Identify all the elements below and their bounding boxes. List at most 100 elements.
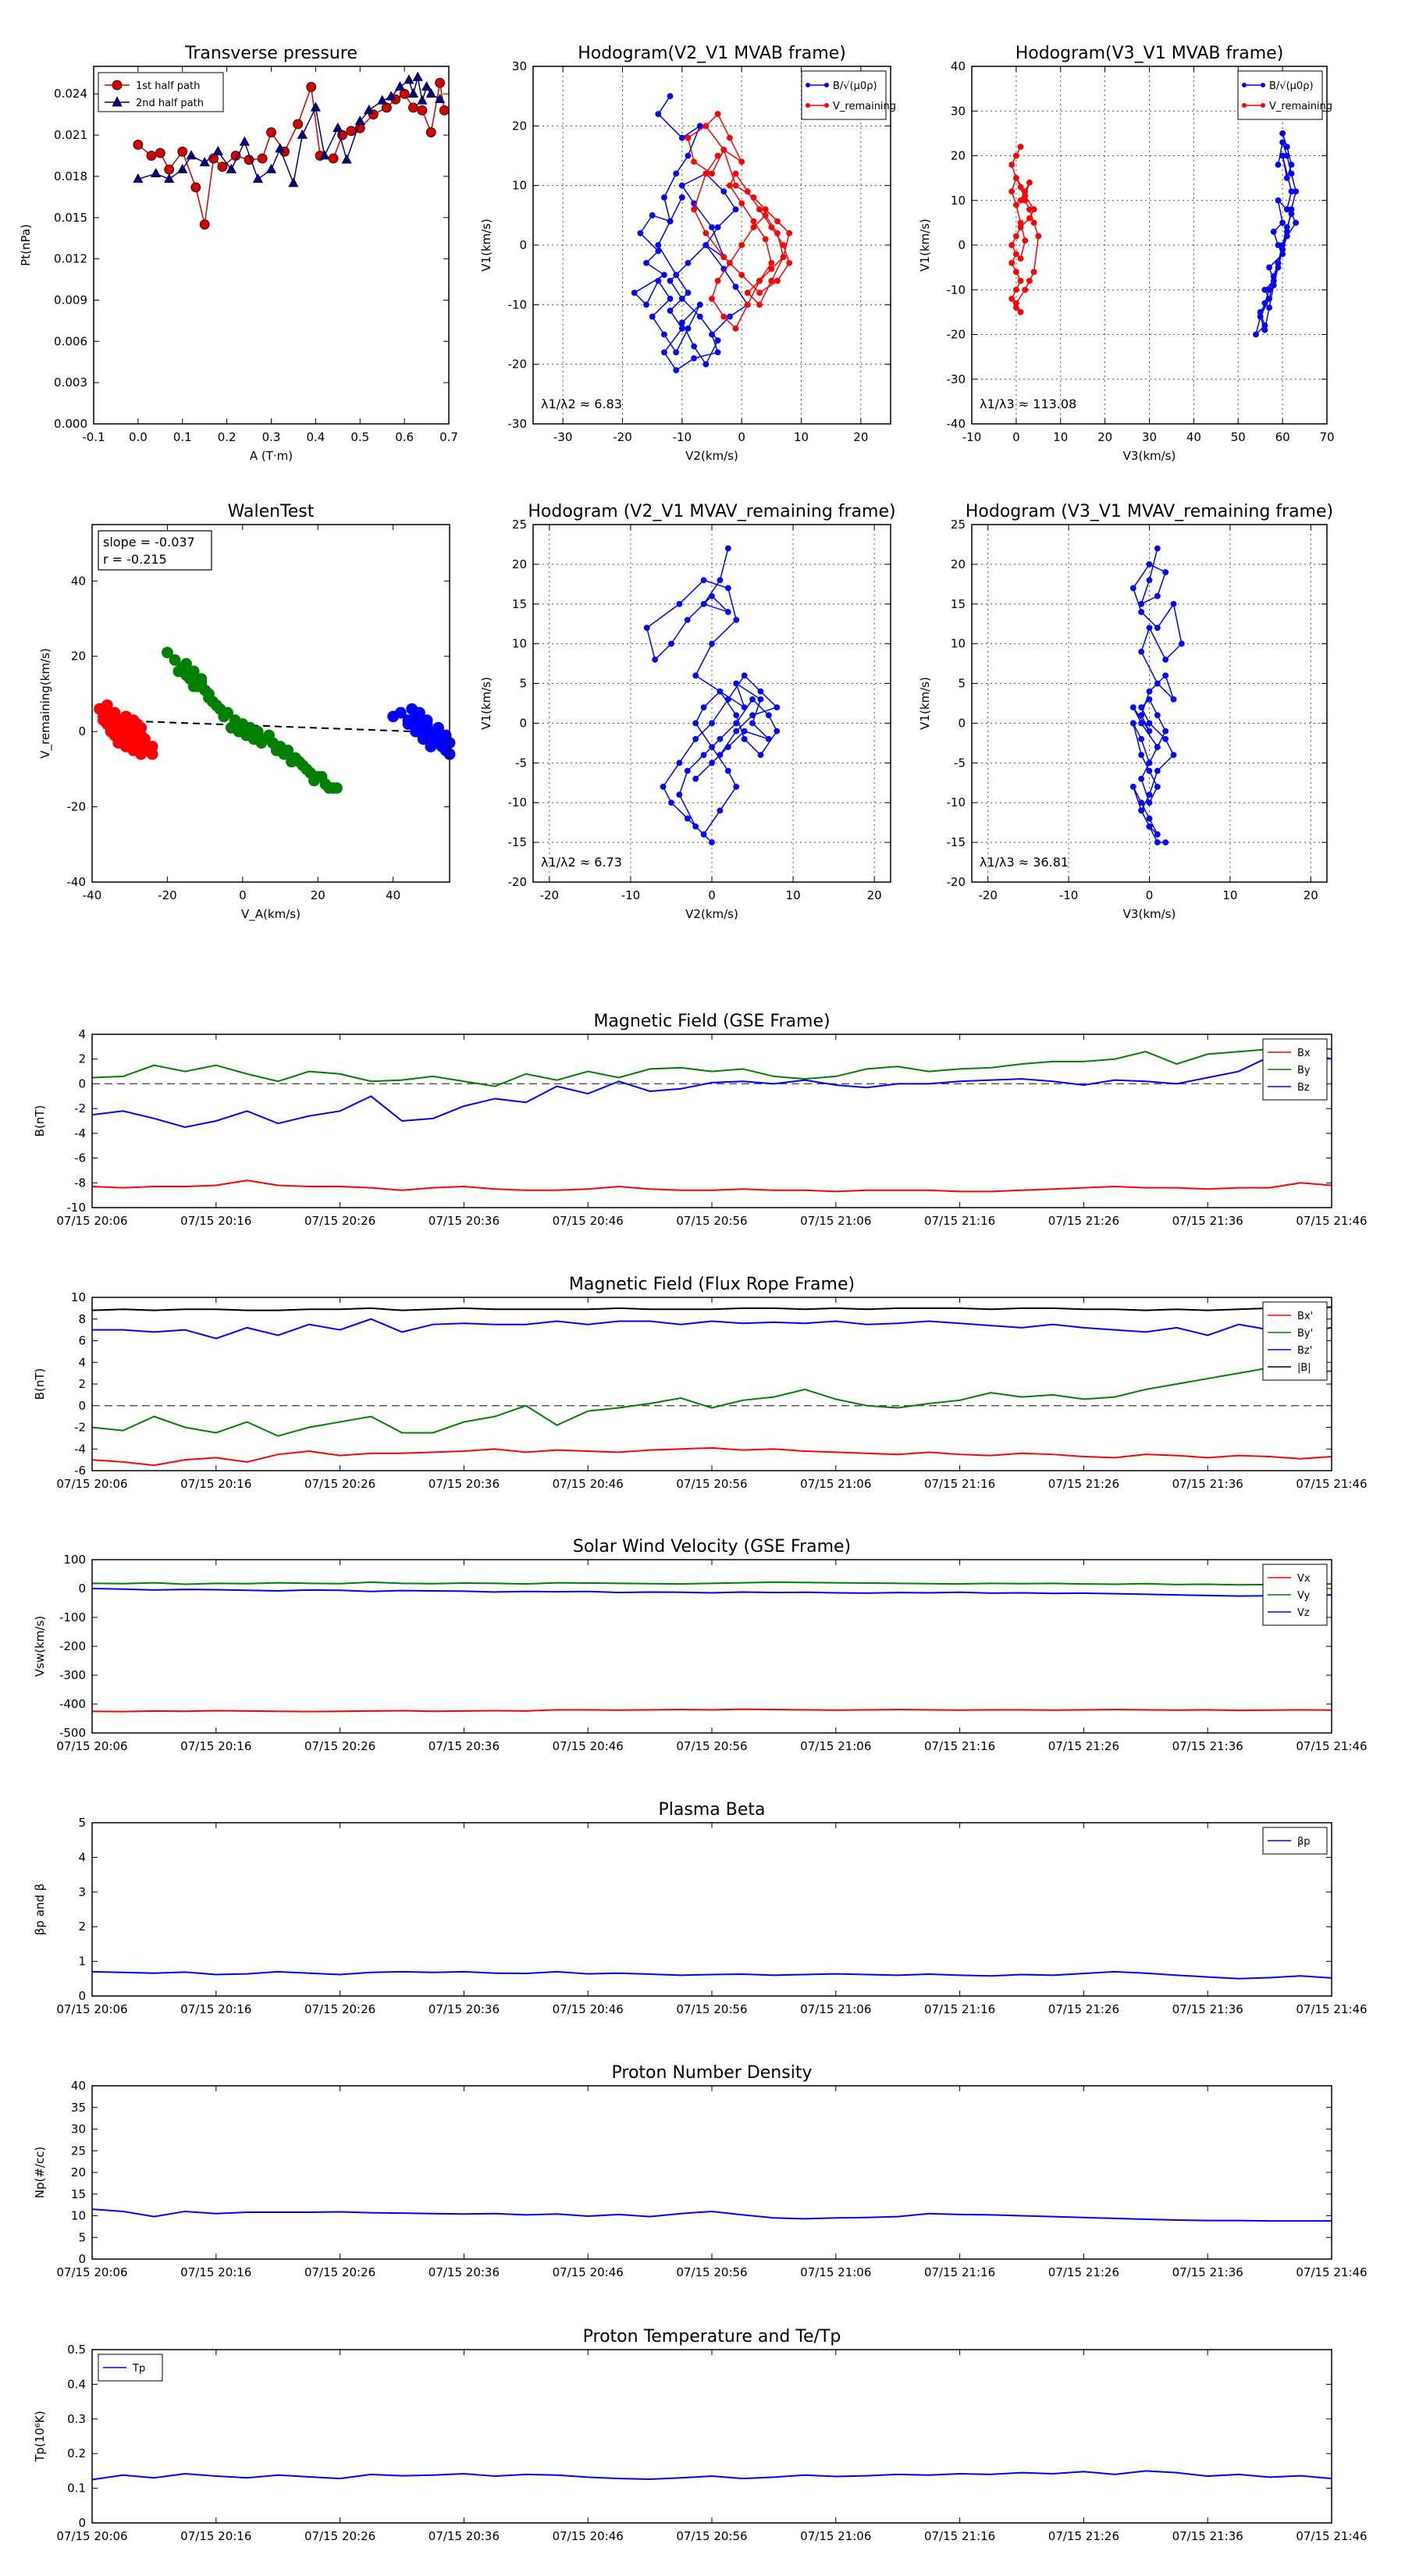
y-tick-label: -10 xyxy=(67,1201,87,1215)
x-tick-label: 07/15 21:36 xyxy=(1172,2002,1243,2016)
y-tick-label: -400 xyxy=(59,1697,86,1711)
legend-marker xyxy=(1261,103,1265,108)
data-point xyxy=(266,127,276,137)
data-point xyxy=(700,831,707,838)
x-tick-label: 07/15 21:06 xyxy=(800,1739,871,1753)
data-point xyxy=(297,129,308,139)
y-tick-label: -500 xyxy=(59,1726,86,1740)
data-point xyxy=(741,735,748,742)
x-tick-label: -20 xyxy=(158,888,177,902)
data-point xyxy=(164,173,175,183)
x-tick-label: 60 xyxy=(1275,430,1290,444)
x-tick-label: 07/15 21:46 xyxy=(1296,2002,1367,2016)
y-tick-label: 30 xyxy=(512,59,527,73)
data-point xyxy=(756,277,763,284)
y-axis-label: Np(#/cc) xyxy=(33,2147,47,2199)
data-point xyxy=(643,259,649,266)
data-point xyxy=(1017,308,1024,315)
data-point xyxy=(1017,183,1024,190)
data-point xyxy=(1253,331,1259,338)
data-point xyxy=(1162,656,1169,663)
data-point xyxy=(1026,179,1033,186)
x-tick-label: 07/15 20:26 xyxy=(304,1214,375,1228)
x-tick-label: 0.3 xyxy=(262,430,281,444)
y-tick-label: 15 xyxy=(71,2187,86,2201)
data-point xyxy=(315,770,328,783)
data-point xyxy=(404,74,414,84)
x-tick-label: -10 xyxy=(673,430,692,444)
y-tick-label: 20 xyxy=(71,2165,86,2179)
data-point xyxy=(1030,269,1037,276)
y-axis-label: B(nT) xyxy=(33,1368,47,1400)
y-tick-label: -40 xyxy=(947,417,966,431)
data-point xyxy=(749,696,756,703)
x-tick-label: 07/15 21:06 xyxy=(800,2265,871,2279)
data-point xyxy=(386,91,397,101)
data-point xyxy=(252,173,264,183)
x-tick-label: 07/15 21:46 xyxy=(1296,1739,1367,1753)
data-point xyxy=(717,807,724,814)
data-point xyxy=(668,640,674,647)
data-point xyxy=(180,657,192,670)
x-tick-label: 07/15 20:56 xyxy=(676,2529,747,2543)
x-tick-label: 07/15 20:36 xyxy=(429,2265,500,2279)
y-axis-label: V1(km/s) xyxy=(479,677,493,730)
chart-title: WalenTest xyxy=(228,502,315,521)
y-tick-label: 15 xyxy=(512,597,527,611)
data-point xyxy=(750,218,757,225)
data-point xyxy=(1266,295,1272,302)
data-point xyxy=(1012,286,1019,294)
data-point xyxy=(667,295,674,302)
data-point xyxy=(684,767,691,774)
data-point xyxy=(738,200,745,207)
y-tick-label: 25 xyxy=(71,2144,86,2158)
data-point xyxy=(1283,228,1290,235)
data-point xyxy=(643,301,649,308)
data-point xyxy=(678,295,685,302)
data-point xyxy=(709,170,715,177)
data-point xyxy=(714,224,721,231)
legend-marker xyxy=(824,103,829,108)
data-point xyxy=(714,349,721,356)
y-tick-label: 40 xyxy=(951,59,966,73)
data-point xyxy=(1154,767,1161,774)
data-point xyxy=(786,259,793,266)
x-tick-label: 07/15 20:16 xyxy=(180,2529,251,2543)
x-tick-label: 07/15 21:36 xyxy=(1172,2265,1243,2279)
data-point xyxy=(661,331,667,338)
series-line xyxy=(91,1446,1332,1467)
data-point xyxy=(733,720,740,727)
data-point xyxy=(133,140,144,150)
series-line xyxy=(91,1047,1332,1087)
data-point xyxy=(1138,720,1145,727)
y-tick-label: -15 xyxy=(508,835,528,849)
y-tick-label: 8 xyxy=(78,1312,86,1326)
legend-box xyxy=(1262,1301,1328,1381)
data-point xyxy=(700,752,707,759)
y-tick-label: -5 xyxy=(515,756,527,770)
data-point xyxy=(1266,304,1272,311)
data-point xyxy=(173,665,185,678)
data-point xyxy=(732,182,739,189)
data-point xyxy=(702,123,710,130)
data-point xyxy=(717,735,724,742)
data-point xyxy=(668,799,674,806)
data-point xyxy=(333,122,343,132)
data-point xyxy=(709,760,715,767)
y-tick-label: -15 xyxy=(947,835,966,849)
legend-marker xyxy=(824,83,829,87)
x-tick-label: 07/15 21:16 xyxy=(924,2002,995,2016)
data-point xyxy=(439,105,450,116)
x-tick-label: 07/15 21:36 xyxy=(1172,1214,1243,1228)
chart-title: Solar Wind Velocity (GSE Frame) xyxy=(573,1537,851,1557)
data-point xyxy=(696,301,703,308)
data-point xyxy=(717,688,724,695)
y-axis-label: V_remaining(km/s) xyxy=(38,648,53,758)
timeseries-ts5-frame xyxy=(91,2085,1332,2260)
data-point xyxy=(1012,201,1019,208)
data-point xyxy=(278,748,290,760)
series-line xyxy=(687,112,791,330)
y-tick-label: 0.2 xyxy=(67,2446,86,2460)
x-tick-label: 07/15 20:46 xyxy=(553,1214,624,1228)
data-point xyxy=(655,247,662,254)
